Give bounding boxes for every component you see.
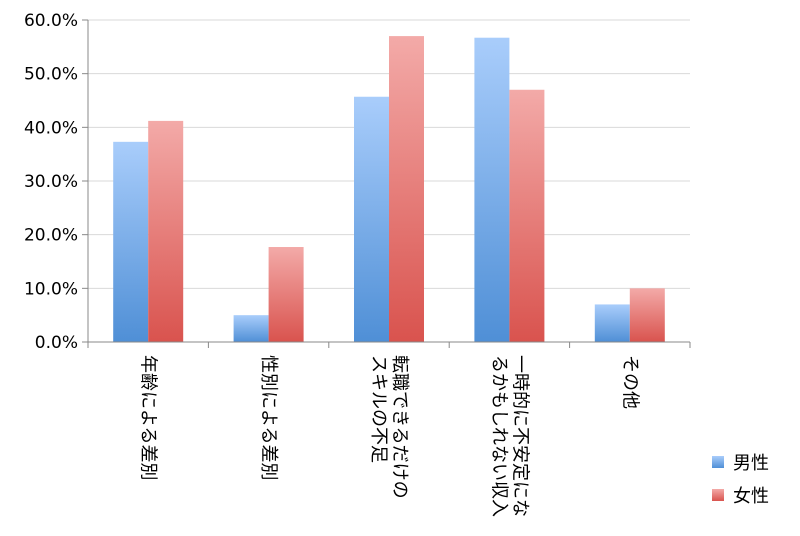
bar-male bbox=[233, 315, 269, 342]
bar-female bbox=[629, 288, 665, 342]
bar-male bbox=[594, 304, 630, 342]
bar-male bbox=[474, 37, 510, 343]
y-tick-label: 30.0% bbox=[24, 172, 78, 192]
y-tick-label: 40.0% bbox=[24, 118, 78, 138]
category-label-line: 一時的に不安定にな bbox=[509, 355, 530, 517]
category-label-line: その他 bbox=[619, 355, 640, 409]
axes bbox=[87, 20, 691, 348]
y-axis-ticks: 0.0% 10.0% 20.0% 30.0% 40.0% 50.0% 60.0% bbox=[24, 11, 78, 353]
category-label-line: 性別による差別 bbox=[258, 355, 279, 480]
y-tick-label: 50.0% bbox=[24, 65, 78, 85]
bar-female bbox=[268, 247, 304, 342]
category-label-line: 年齢による差別 bbox=[138, 355, 159, 480]
bar-male bbox=[354, 96, 389, 342]
y-tick-label: 60.0% bbox=[24, 11, 78, 31]
category-label-line: スキルの不足 bbox=[368, 355, 389, 463]
bar-female bbox=[509, 89, 545, 343]
y-tick-label: 20.0% bbox=[24, 226, 78, 246]
category-label: 性別による差別 bbox=[258, 355, 279, 480]
bar-male bbox=[113, 141, 149, 342]
y-tick-label: 0.0% bbox=[35, 333, 78, 353]
y-tick-label: 10.0% bbox=[24, 279, 78, 299]
bars bbox=[113, 36, 665, 343]
legend-swatch-female bbox=[712, 489, 724, 501]
category-label: その他 bbox=[619, 355, 640, 409]
category-label: 年齢による差別 bbox=[138, 355, 159, 480]
legend-label-female: 女性 bbox=[733, 486, 769, 507]
category-label-line: 転職できるだけの bbox=[389, 355, 410, 499]
legend-swatch-male bbox=[712, 456, 724, 468]
bar-female bbox=[148, 120, 184, 342]
bar-female bbox=[389, 36, 424, 342]
category-label-line: るかもしれない収入 bbox=[488, 355, 509, 517]
legend-label-male: 男性 bbox=[733, 453, 769, 474]
